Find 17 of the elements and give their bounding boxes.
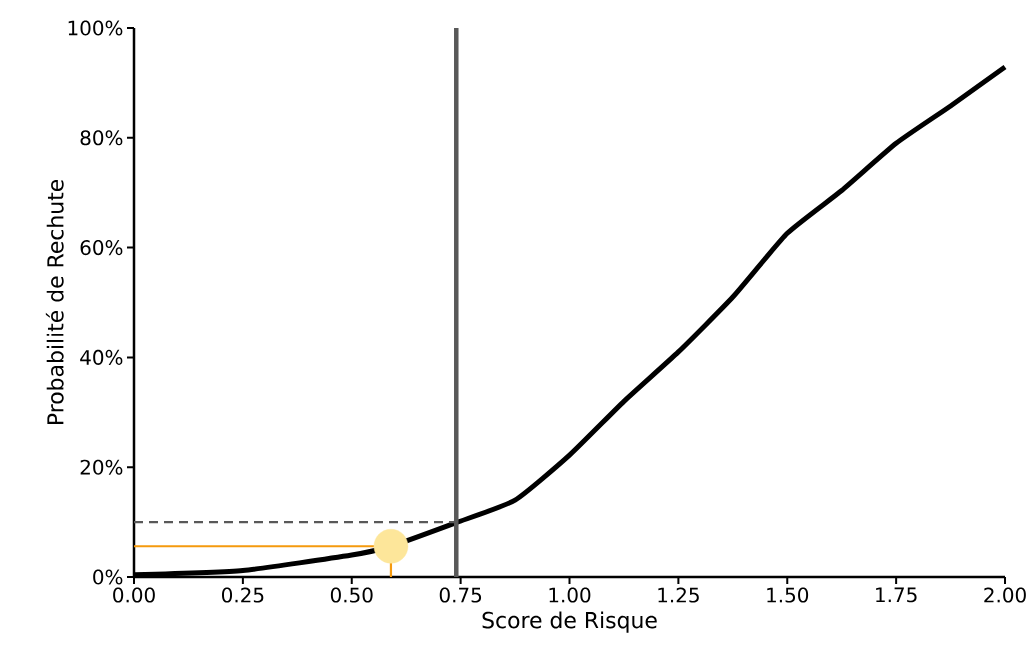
y-tick-label: 60% <box>80 240 123 256</box>
y-axis-title: Probabilité de Rechute <box>45 179 64 425</box>
x-tick-label: 2.00 <box>984 587 1026 603</box>
x-tick-label: 1.75 <box>876 587 917 603</box>
x-tick-label: 1.50 <box>767 587 809 603</box>
x-axis-title: Score de Risque <box>482 611 657 633</box>
x-tick-label: 0.25 <box>222 587 264 603</box>
y-tick-label: 100% <box>68 20 123 36</box>
y-tick-label: 80% <box>80 130 123 146</box>
x-tick-label: 1.00 <box>549 587 591 603</box>
y-tick-label: 20% <box>80 459 123 475</box>
x-tick-label: 0.75 <box>439 587 482 603</box>
y-tick-label: 0% <box>93 569 123 585</box>
x-tick-label: 1.25 <box>658 587 699 603</box>
x-tick-label: 0.50 <box>330 587 373 603</box>
y-tick-label: 40% <box>80 349 123 365</box>
x-tick-label: 0.00 <box>113 587 155 603</box>
